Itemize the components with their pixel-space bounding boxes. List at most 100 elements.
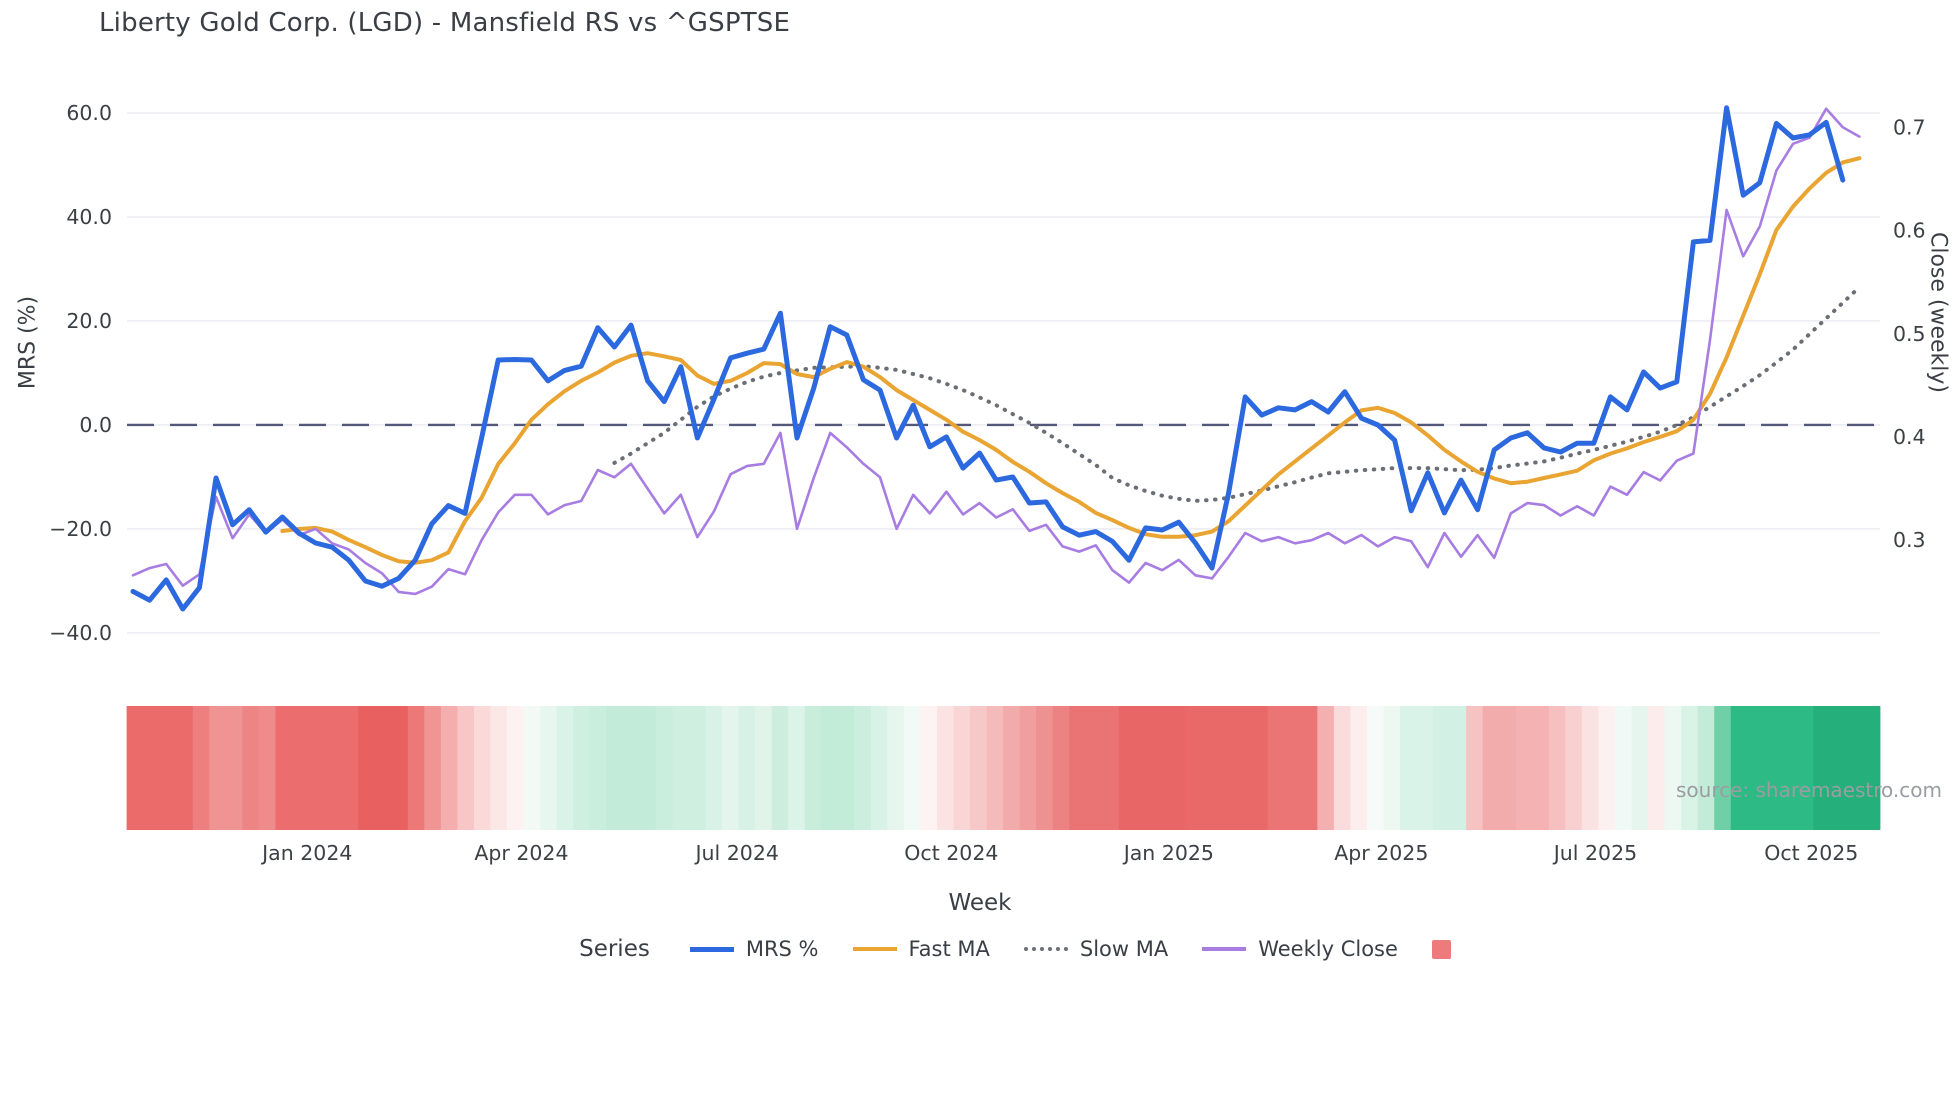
band-week-cell [506,706,525,830]
band-week-cell [1019,706,1037,830]
band-week-cell [1118,706,1137,830]
band-week-cell [970,706,988,830]
band-week-cell [771,706,789,830]
band-week-cell [936,706,955,830]
band-week-cell [573,706,591,830]
band-week-cell [1813,706,1831,830]
right-axis-tick-label: 0.6 [1893,219,1926,243]
band-week-cell [903,706,922,830]
band-week-cell [821,706,839,830]
band-week-cell [1135,706,1153,830]
band-week-cell [854,706,872,830]
mrs-line-swatch [689,946,734,952]
slow-ma-dotted-swatch [1023,947,1068,951]
band-week-cell [1168,706,1186,830]
band-week-cell [126,706,144,830]
band-week-cell [721,706,740,830]
right-axis-tick-label: 0.5 [1893,322,1926,346]
band-week-cell [275,706,293,830]
band-week-cell [1449,706,1467,830]
band-week-cell [176,706,194,830]
band-week-cell [341,706,359,830]
band-week-cell [1366,706,1385,830]
band-week-cell [1317,706,1335,830]
x-axis-tick-label: Jul 2024 [694,841,779,865]
band-week-cell [1218,706,1236,830]
band-week-cell [1548,706,1567,830]
x-axis-tick-label: Jan 2024 [260,841,352,865]
band-week-cell [1565,706,1583,830]
x-axis-tick-label: Apr 2025 [1334,841,1428,865]
band-week-cell [920,706,938,830]
band-week-cell [225,706,244,830]
right-axis-tick-label: 0.4 [1893,425,1926,449]
band-week-cell [1350,706,1368,830]
band-week-cell [1201,706,1219,830]
x-axis-tick-label: Oct 2024 [904,841,998,865]
right-axis-title: Close (weekly) [1925,231,1951,394]
legend-item-mrs: MRS % [689,937,819,961]
band-week-cell [1300,706,1319,830]
series-line-fast-ma [280,156,1862,565]
band-week-cell [1829,706,1848,830]
band-week-cell [1714,706,1732,830]
left-axis-tick-label: −40.0 [49,621,112,645]
band-week-cell [1598,706,1616,830]
band-week-cell [556,706,574,830]
band-week-cell [1400,706,1418,830]
band-week-cell [424,706,442,830]
band-week-cell [1102,706,1120,830]
band-week-cell [1763,706,1782,830]
band-week-cell [738,706,756,830]
left-axis-tick-label: 20.0 [66,309,112,333]
band-week-cell [1466,706,1484,830]
x-axis-tick-label: Jul 2025 [1552,841,1637,865]
band-week-cell [1747,706,1765,830]
band-week-cell [540,706,558,830]
source-note: source: sharemaestro.com [1676,778,1942,802]
series-line-slow-ma [612,285,1862,503]
band-week-cell [325,706,343,830]
band-week-cell [1614,706,1633,830]
band-week-cell [804,706,822,830]
band-week-cell [358,706,376,830]
band-week-cell [374,706,393,830]
weekly-close-line-swatch [1202,947,1247,951]
band-week-cell [1383,706,1401,830]
band-week-cell [143,706,161,830]
band-week-cell [242,706,260,830]
legend-item-weekly-close: Weekly Close [1202,937,1398,961]
legend-label-weekly-close: Weekly Close [1258,937,1398,961]
band-week-cell [606,706,624,830]
band-week-cell [1052,706,1071,830]
legend: Series MRS % Fast MA Slow MA Weekly Clos… [0,936,1960,962]
band-week-cell [1631,706,1649,830]
band-week-cell [1482,706,1501,830]
band-week-cell [589,706,607,830]
band-week-cell [1069,706,1087,830]
band-week-cell [1185,706,1203,830]
band-week-cell [440,706,459,830]
x-axis-tick-label: Oct 2025 [1764,841,1858,865]
band-week-cell [407,706,426,830]
band-week-cell [1333,706,1352,830]
series-line-mrs- [130,105,1846,612]
right-axis-tick-label: 0.7 [1893,115,1926,139]
left-axis-tick-label: 40.0 [66,205,112,229]
chart-title: Liberty Gold Corp. (LGD) - Mansfield RS … [99,8,791,38]
band-week-cell [1267,706,1286,830]
band-week-cell [1681,706,1699,830]
legend-title: Series [579,936,650,962]
band-week-cell [457,706,475,830]
x-axis-title: Week [948,890,1012,916]
band-week-cell [1515,706,1534,830]
band-week-cell [1648,706,1666,830]
x-axis-tick-label: Apr 2024 [474,841,568,865]
band-week-cell [1251,706,1269,830]
band-week-cell [523,706,541,830]
band-week-cell [887,706,905,830]
band-week-cell [688,706,707,830]
band-week-cell [258,706,277,830]
